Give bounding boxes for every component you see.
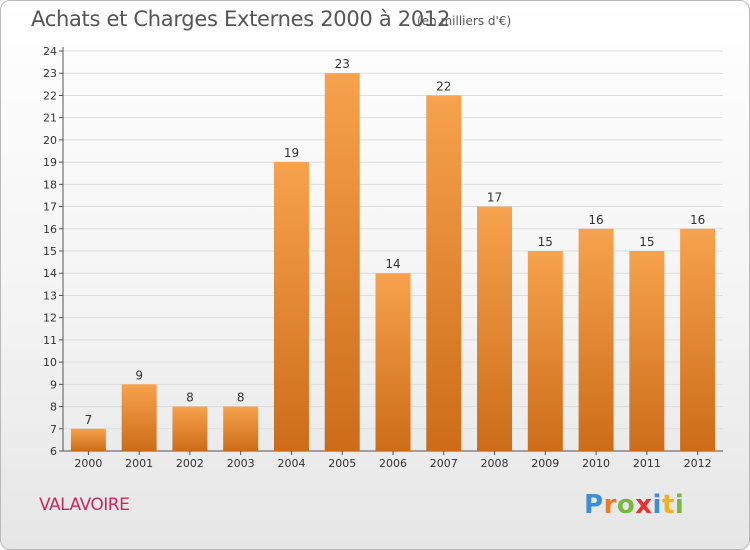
data-label: 15 bbox=[639, 235, 654, 249]
data-label: 16 bbox=[690, 213, 705, 227]
x-tick-label: 2000 bbox=[74, 457, 102, 470]
y-tick-label: 6 bbox=[50, 445, 57, 458]
y-tick-label: 10 bbox=[43, 356, 57, 369]
commune-name: VALAVOIRE bbox=[39, 495, 130, 515]
y-tick-label: 8 bbox=[50, 401, 57, 414]
x-tick-label: 2001 bbox=[125, 457, 153, 470]
bar bbox=[70, 428, 106, 451]
logo-letter: P bbox=[584, 490, 604, 520]
bar bbox=[273, 162, 309, 451]
y-tick-label: 18 bbox=[43, 178, 57, 191]
bar bbox=[324, 73, 360, 451]
bar bbox=[172, 406, 208, 451]
y-tick-label: 13 bbox=[43, 289, 57, 302]
y-tick-label: 9 bbox=[50, 378, 57, 391]
data-label: 22 bbox=[436, 79, 451, 93]
chart-title: Achats et Charges Externes 2000 à 2012 bbox=[31, 7, 451, 31]
logo-letter: i bbox=[674, 490, 685, 520]
y-tick-label: 22 bbox=[43, 89, 57, 102]
data-label: 9 bbox=[135, 368, 143, 382]
bar bbox=[527, 251, 563, 451]
y-tick-label: 11 bbox=[43, 334, 57, 347]
bar bbox=[375, 273, 411, 451]
y-tick-label: 21 bbox=[43, 112, 57, 125]
bar bbox=[578, 228, 614, 451]
x-tick-label: 2008 bbox=[481, 457, 509, 470]
y-tick-label: 7 bbox=[50, 423, 57, 436]
data-label: 19 bbox=[284, 146, 299, 160]
x-tick-label: 2005 bbox=[328, 457, 356, 470]
y-tick-label: 20 bbox=[43, 134, 57, 147]
y-tick-label: 24 bbox=[43, 45, 57, 58]
x-tick-label: 2004 bbox=[277, 457, 305, 470]
bar bbox=[223, 406, 259, 451]
x-tick-label: 2003 bbox=[227, 457, 255, 470]
data-label: 23 bbox=[335, 57, 350, 71]
logo-letter: o bbox=[616, 490, 636, 520]
data-label: 8 bbox=[186, 391, 194, 405]
y-tick-label: 23 bbox=[43, 67, 57, 80]
y-tick-label: 14 bbox=[43, 267, 57, 280]
x-tick-label: 2010 bbox=[582, 457, 610, 470]
y-tick-label: 16 bbox=[43, 223, 57, 236]
bar bbox=[477, 206, 513, 451]
bar-layer: 7 9 8 8 19 23 14 22 17 15 16 15 16 bbox=[70, 57, 716, 451]
logo-letter: i bbox=[652, 490, 662, 520]
x-tick-label: 2006 bbox=[379, 457, 407, 470]
x-tick-label: 2011 bbox=[633, 457, 661, 470]
bar bbox=[426, 95, 462, 451]
bar bbox=[629, 251, 665, 451]
logo-letter: x bbox=[635, 490, 653, 520]
data-label: 16 bbox=[588, 213, 603, 227]
bar bbox=[121, 384, 157, 451]
x-tick-label: 2002 bbox=[176, 457, 204, 470]
proxiti-logo: Proxiti bbox=[584, 490, 684, 520]
y-tick-label: 17 bbox=[43, 201, 57, 214]
y-tick-label: 15 bbox=[43, 245, 57, 258]
data-label: 17 bbox=[487, 191, 502, 205]
data-label: 14 bbox=[385, 257, 400, 271]
data-label: 8 bbox=[237, 391, 245, 405]
bar-chart: 6 7 8 9 10 11 12 13 14 15 16 17 18 19 20 21 22 23 24 2000 20… bbox=[43, 45, 723, 470]
data-label: 7 bbox=[85, 413, 93, 427]
chart-unit: (en milliers d'€) bbox=[417, 14, 512, 28]
bar bbox=[680, 228, 716, 451]
y-tick-label: 12 bbox=[43, 312, 57, 325]
y-tick-label: 19 bbox=[43, 156, 57, 169]
logo-letter: t bbox=[661, 490, 675, 520]
data-label: 15 bbox=[538, 235, 553, 249]
x-tick-label: 2007 bbox=[430, 457, 458, 470]
logo-letter: r bbox=[603, 490, 617, 520]
x-tick-label: 2012 bbox=[684, 457, 712, 470]
x-tick-label: 2009 bbox=[531, 457, 559, 470]
